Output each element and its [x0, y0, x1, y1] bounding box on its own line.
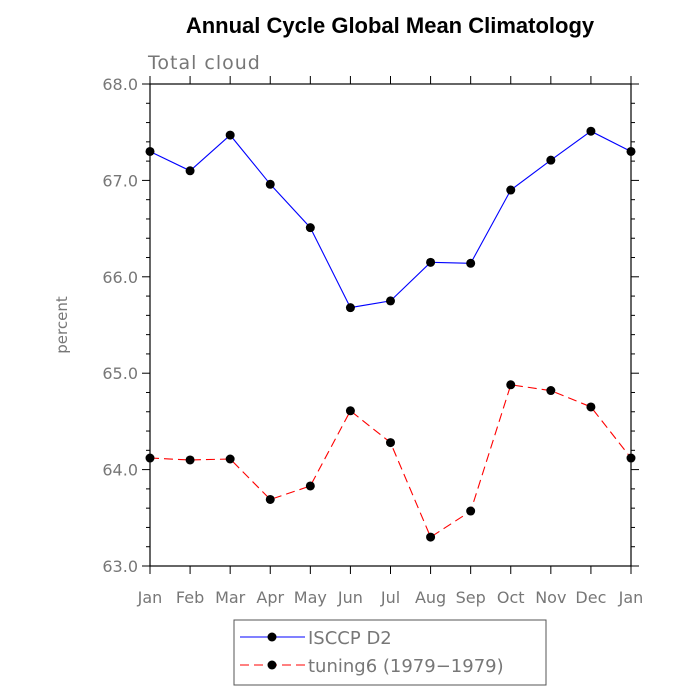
data-point	[345, 406, 355, 416]
data-point	[305, 223, 315, 233]
data-point	[506, 380, 516, 390]
data-point	[426, 532, 436, 542]
series-1	[145, 126, 636, 313]
data-point	[626, 146, 636, 156]
axes-group: 63.0 64.0 65.0 66.0 67.0 68.0 Jan Feb Mar Apr May J…	[102, 75, 643, 607]
data-point	[145, 453, 155, 463]
data-point	[546, 386, 556, 396]
data-point	[305, 481, 315, 491]
x-tick-label: Mar	[215, 588, 246, 607]
x-tick-label: May	[294, 588, 327, 607]
x-tick-label: Apr	[256, 588, 284, 607]
data-point	[386, 296, 395, 306]
x-tick-label: Aug	[415, 588, 446, 607]
y-tick-label: 67.0	[102, 171, 138, 190]
legend-label: tuning6 (1979−1979)	[308, 656, 504, 677]
legend-box	[233, 619, 547, 686]
data-point	[185, 455, 195, 465]
plot-frame	[149, 83, 632, 567]
series-layer	[145, 126, 636, 542]
series-line	[149, 130, 632, 309]
x-tick-label: Jun	[337, 588, 363, 607]
data-point	[426, 257, 436, 267]
data-point	[225, 130, 235, 140]
chart-title: Annual Cycle Global Mean Climatology	[186, 13, 595, 38]
y-tick-label: 64.0	[102, 461, 138, 480]
data-point	[586, 126, 596, 136]
data-point	[145, 146, 155, 156]
data-point	[185, 166, 195, 176]
data-point	[225, 454, 235, 464]
y-tick-label: 68.0	[102, 75, 138, 94]
x-tick-label: Oct	[497, 588, 525, 607]
data-point	[546, 155, 556, 165]
legend-marker	[267, 632, 277, 642]
data-point	[466, 258, 476, 268]
x-tick-label: Dec	[575, 588, 606, 607]
x-tick-label: Jul	[380, 588, 400, 607]
data-point	[345, 303, 355, 313]
series-line	[149, 384, 632, 538]
chart-subtitle: Total cloud	[147, 52, 261, 74]
x-tick-label: Feb	[176, 588, 204, 607]
y-axis-label: percent	[53, 296, 71, 354]
data-point	[386, 438, 395, 448]
x-tick-label: Jan	[618, 588, 644, 607]
y-tick-label: 63.0	[102, 557, 138, 576]
x-tick-label: Jan	[137, 588, 163, 607]
data-point	[626, 453, 636, 463]
legend: ISCCP D2 tuning6 (1979−1979)	[233, 619, 547, 686]
data-point	[586, 402, 596, 412]
legend-marker	[267, 660, 277, 670]
x-tick-label: Nov	[535, 588, 566, 607]
data-point	[265, 179, 275, 189]
data-point	[265, 494, 275, 504]
y-tick-label: 65.0	[102, 364, 138, 383]
series-2	[145, 380, 636, 542]
data-point	[506, 185, 516, 195]
y-tick-label: 66.0	[102, 268, 138, 287]
legend-label: ISCCP D2	[308, 628, 392, 649]
data-point	[466, 506, 476, 516]
x-tick-label: Sep	[456, 588, 486, 607]
